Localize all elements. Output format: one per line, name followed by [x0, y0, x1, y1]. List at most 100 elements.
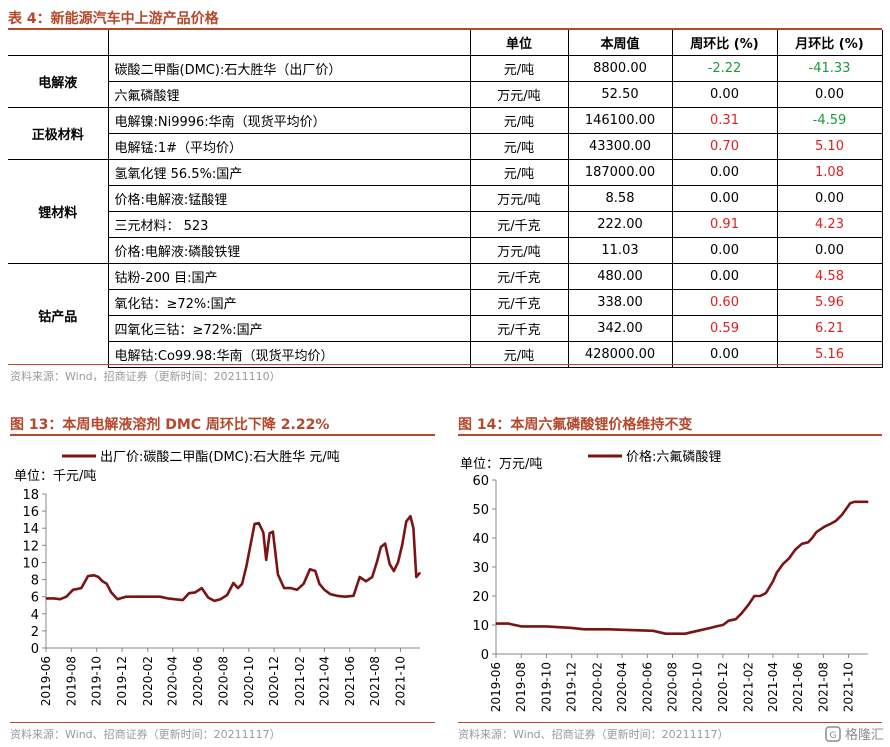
item-cell: 电解锰:1#（平均价） [107, 133, 470, 160]
data-point [72, 589, 74, 591]
data-point [303, 583, 305, 585]
x-tick-label: 2020-06 [191, 656, 205, 706]
data-point [269, 532, 271, 534]
y-tick-label: 50 [472, 503, 489, 518]
data-point [709, 627, 712, 629]
data-point [776, 572, 778, 574]
x-tick-label: 2019-12 [115, 656, 129, 706]
y-tick-label: 0 [481, 648, 489, 663]
chart14-source: 资料来源：Wind、招商证券（更新时间：20211117） [458, 728, 729, 741]
x-tick-label: 2021-10 [842, 662, 856, 712]
table-bottom-rule [8, 364, 882, 365]
mom-cell: 4.23 [776, 211, 883, 238]
header-value: 本周值 [567, 30, 672, 56]
x-tick-label: 2019-10 [90, 656, 104, 706]
value-cell: 222.00 [567, 211, 672, 238]
y-tick-label: 14 [22, 522, 39, 537]
unit-cell: 元/吨 [469, 107, 568, 134]
svg-text:G: G [829, 731, 836, 741]
data-point [830, 522, 832, 525]
data-point [265, 559, 267, 561]
value-cell: 146100.00 [567, 107, 672, 134]
data-point [583, 628, 586, 630]
data-point [309, 568, 311, 570]
data-point [125, 596, 127, 598]
data-point [728, 620, 730, 622]
value-cell: 8800.00 [567, 55, 672, 82]
item-cell: 三元材料： 523 [107, 211, 470, 238]
header-mom: 月环比 (%) [776, 30, 883, 56]
mom-cell: -41.33 [776, 55, 883, 82]
mom-cell: 5.16 [776, 341, 883, 368]
x-tick-label: 2019-12 [565, 662, 579, 712]
y-tick-label: 20 [472, 590, 489, 605]
mom-cell: 0.00 [776, 81, 883, 108]
wow-cell: 0.00 [671, 159, 777, 186]
data-point [110, 591, 112, 593]
header-unit: 单位 [469, 30, 568, 56]
data-point [722, 624, 724, 626]
unit-cell: 元/吨 [469, 133, 568, 160]
data-point [336, 595, 338, 597]
x-tick-label: 2019-08 [514, 662, 528, 712]
unit-cell: 万元/吨 [469, 81, 568, 108]
data-point [245, 566, 247, 568]
data-point [365, 580, 367, 582]
data-point [241, 583, 243, 585]
value-cell: 338.00 [567, 289, 672, 316]
data-point [740, 612, 743, 614]
data-point [97, 576, 99, 578]
data-point [389, 563, 391, 565]
chart13-title: 图 13：本周电解液溶剂 DMC 周环比下降 2.22% [10, 417, 330, 433]
header-wow: 周环比 (%) [671, 30, 777, 56]
x-tick-label: 2021-06 [343, 656, 357, 706]
data-point [232, 582, 234, 584]
chart13-svg: 出厂价:碳酸二甲酯(DMC):石大胜华 元/吨单位：千元/吨 0 2 4 6 8 10 12 1… [14, 450, 421, 706]
data-point [507, 623, 509, 625]
wow-cell: 0.00 [671, 185, 777, 212]
data-point [262, 531, 264, 534]
x-tick-label: 2020-02 [590, 662, 604, 712]
watermark: G 格隆汇 [825, 724, 884, 743]
category-cell: 电解液 [8, 55, 108, 108]
header-category [8, 30, 108, 56]
y-tick-label: 60 [472, 474, 489, 489]
wow-cell: 0.60 [671, 289, 777, 316]
mom-cell: 0.00 [776, 185, 883, 212]
data-point [188, 592, 190, 594]
wow-cell: 0.31 [671, 107, 777, 134]
data-point [376, 561, 378, 563]
x-tick-label: 2021-08 [368, 656, 382, 706]
data-point [283, 587, 285, 589]
item-cell: 碳酸二甲酯(DMC):石大胜华（出厂价） [107, 55, 470, 82]
x-tick-label: 2020-02 [141, 656, 155, 706]
x-tick-label: 2020-04 [615, 662, 629, 712]
unit-cell: 元/千克 [469, 211, 568, 238]
legend-label: 价格:六氟磷酸锂 [626, 449, 721, 465]
header-row: 单位 本周值 周环比 (%) 月环比 (%) [8, 30, 883, 56]
data-point [219, 598, 222, 600]
y-tick-label: 0 [31, 642, 39, 657]
data-point [753, 595, 755, 597]
data-point [106, 583, 108, 585]
category-cell: 钴产品 [8, 263, 108, 368]
data-point [419, 572, 421, 574]
y-tick-label: 10 [22, 556, 39, 571]
item-cell: 氧化钴：≥72%:国产 [107, 289, 470, 316]
data-point [841, 514, 843, 516]
watermark-text: 格隆汇 [844, 728, 884, 743]
data-point [277, 573, 279, 575]
data-point [867, 501, 869, 503]
x-tick-label: 2019-10 [539, 662, 553, 712]
item-cell: 六氟磷酸锂 [107, 81, 470, 108]
value-cell: 8.58 [567, 185, 672, 212]
table-row: 锂材料 氢氧化锂 56.5%:国产 元/吨 187000.00 0.00 1.08 [8, 159, 883, 264]
y-tick-label: 12 [22, 539, 39, 554]
data-point [405, 520, 407, 522]
wow-cell: 0.00 [671, 263, 777, 290]
mom-cell: 0.00 [776, 237, 883, 264]
unit-cell: 元/千克 [469, 289, 568, 316]
chart14-title-rule [458, 434, 882, 436]
data-point [715, 625, 717, 627]
